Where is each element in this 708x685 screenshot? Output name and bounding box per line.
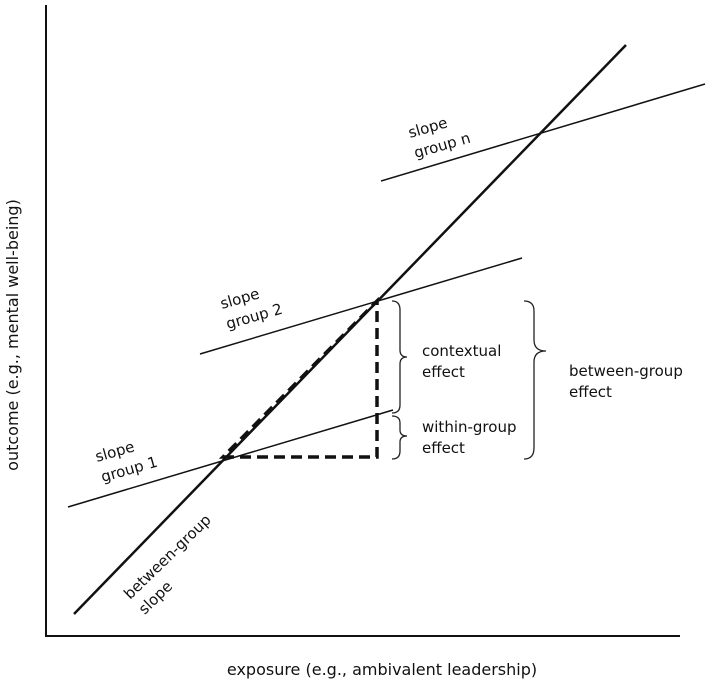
effect-triangle — [218, 296, 379, 459]
between-group-effect-label: between-group effect — [569, 362, 683, 401]
y-axis-label: outcome (e.g., mental well-being) — [3, 199, 22, 471]
group-n-slope-line — [380, 83, 706, 182]
between-group-effect-brace — [523, 300, 547, 460]
within-group-effect-label: within-group effect — [422, 418, 516, 457]
group-1-slope-label: slopegroup 1 — [93, 433, 159, 486]
group-2-slope-line — [199, 257, 523, 355]
x-axis-label: exposure (e.g., ambivalent leadership) — [227, 660, 537, 679]
contextual-effect-brace — [391, 300, 408, 414]
group-2-slope-label: slopegroup 2 — [218, 280, 284, 333]
between-group-slope-label: between-groupslope — [120, 511, 229, 618]
group-n-slope-label: slopegroup n — [406, 109, 472, 162]
within-group-effect-brace — [391, 415, 408, 460]
contextual-effect-label: contextual effect — [422, 342, 501, 381]
